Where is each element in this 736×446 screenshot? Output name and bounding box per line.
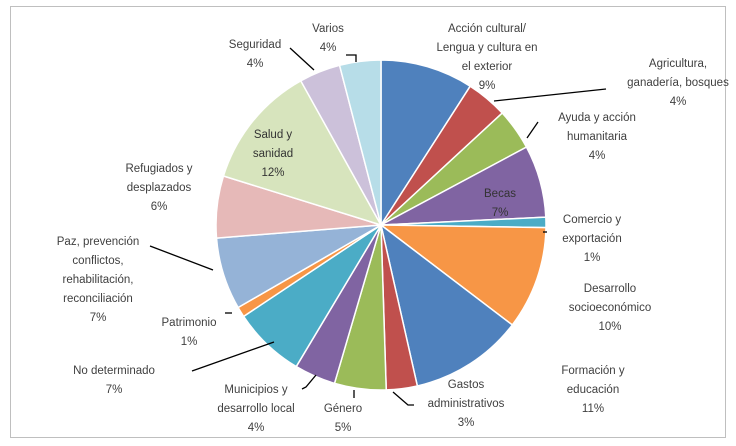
- slice-label-line: Formación y: [561, 365, 625, 377]
- slice-label-gastos-administrativos: Gastos administrativos 3%: [428, 379, 505, 429]
- slice-label-line: Comercio y: [563, 214, 621, 226]
- slice-label-line: desplazados: [127, 182, 192, 194]
- slice-label-line: conflictos,: [72, 255, 123, 267]
- slice-percent: 4%: [589, 150, 606, 162]
- slice-label-municipios-y-desarrollo-local: Municipios y desarrollo local 4%: [217, 384, 294, 434]
- slice-label-line: Varios: [312, 23, 344, 35]
- slice-percent: 4%: [670, 96, 687, 108]
- slice-label-no-determinado: No determinado 7%: [73, 365, 155, 396]
- slice-label-line: el exterior: [462, 61, 513, 73]
- pie-slice-varios: [338, 59, 382, 226]
- slice-percent: 6%: [151, 201, 168, 213]
- slice-percent: 7%: [492, 207, 509, 219]
- slice-label-formacion-y-educacion: Formación y educación 11%: [561, 365, 625, 415]
- slice-percent: 7%: [90, 312, 107, 324]
- slice-label-line: desarrollo local: [217, 403, 294, 415]
- leader-line-ayuda-y-accion-humanitaria: [526, 121, 539, 139]
- pie-slice-salud-y-sanidad: [222, 79, 383, 227]
- slice-label-line: humanitaria: [567, 131, 628, 143]
- slice-label-line: Gastos: [448, 379, 485, 391]
- slice-label-line: Salud y: [254, 129, 293, 141]
- slice-label-line: Desarrollo: [584, 283, 636, 295]
- slice-label-line: Seguridad: [229, 39, 281, 51]
- slice-percent: 9%: [479, 80, 496, 92]
- slice-percent: 11%: [582, 403, 604, 415]
- slice-percent: 10%: [598, 321, 621, 333]
- slice-label-line: Becas: [484, 188, 516, 200]
- slice-percent: 12%: [261, 167, 284, 179]
- leader-line-no-determinado: [191, 341, 275, 372]
- slice-label-desarrollo-socioeconomico: Desarrollo socioeconómico 10%: [569, 283, 651, 333]
- slice-label-line: Lengua y cultura en: [436, 42, 537, 54]
- pie-slice-formacion-y-educacion: [379, 223, 514, 387]
- slice-label-seguridad: Seguridad 4%: [229, 39, 281, 70]
- slice-label-line: Agricultura,: [649, 58, 707, 70]
- slice-label-line: Ayuda y acción: [558, 112, 636, 124]
- slice-percent: 5%: [335, 422, 352, 434]
- slice-label-line: administrativos: [428, 398, 505, 410]
- pie-slice-desarrollo-socioeconomico: [378, 224, 547, 326]
- slice-label-line: rehabilitación,: [63, 274, 134, 286]
- leader-line-municipios-y-desarrollo-local: [301, 374, 317, 390]
- slice-percent: 4%: [248, 422, 265, 434]
- leader-line-seguridad: [289, 47, 315, 71]
- slice-label-genero: Género 5%: [324, 403, 362, 434]
- slice-label-line: Refugiados y: [125, 163, 192, 175]
- slice-label-ayuda-y-accion-humanitaria: Ayuda y acción humanitaria 4%: [558, 112, 636, 162]
- slice-label-line: Acción cultural/: [448, 23, 527, 35]
- leader-line-varios: [346, 54, 357, 62]
- slice-percent: 7%: [106, 384, 123, 396]
- slice-label-line: Género: [324, 403, 362, 415]
- leader-line-agricultura-ganaderia-bosques: [493, 88, 607, 102]
- leader-line-gastos-administrativos: [392, 391, 414, 406]
- slice-label-line: No determinado: [73, 365, 155, 377]
- slice-label-becas: Becas 7%: [484, 188, 516, 219]
- slice-label-line: exportación: [562, 233, 621, 245]
- slice-percent: 3%: [458, 417, 475, 429]
- slice-label-line: ganadería, bosques: [627, 77, 729, 89]
- slice-label-line: Paz, prevención: [57, 236, 139, 248]
- slice-label-varios: Varios 4%: [312, 23, 344, 54]
- slice-label-line: Patrimonio: [162, 317, 217, 329]
- slice-label-accion-cultural-lengua-y-cultura-en-el-exterior: Acción cultural/Lengua y cultura en el ex…: [436, 23, 537, 92]
- leader-line-paz-prevencion-conflictos-rehabilitacion-reconciliacion: [149, 245, 214, 271]
- slice-percent: 1%: [181, 336, 198, 348]
- slice-label-paz-prevencion-conflictos-rehabilitacion-reconciliacion: Paz, prevención conflictos, rehabilitación…: [57, 236, 139, 324]
- slice-label-patrimonio: Patrimonio 1%: [162, 317, 217, 348]
- slice-label-salud-y-sanidad: Salud y sanidad 12%: [253, 129, 293, 179]
- slice-label-line: Municipios y: [224, 384, 288, 396]
- slice-percent: 1%: [584, 252, 601, 264]
- slice-label-refugiados-y-desplazados: Refugiados y desplazados 6%: [125, 163, 192, 213]
- slice-percent: 4%: [247, 58, 264, 70]
- slice-label-line: socioeconómico: [569, 302, 651, 314]
- slice-percent: 4%: [320, 42, 337, 54]
- slice-label-line: reconciliación: [63, 293, 133, 305]
- pie-slice-accion-cultural-lengua-y-cultura-en-el-exterior: [380, 59, 472, 228]
- slice-label-agricultura-ganaderia-bosques: Agricultura, ganadería, bosques 4%: [627, 58, 729, 108]
- slice-label-line: educación: [567, 384, 619, 396]
- slice-label-line: sanidad: [253, 148, 293, 160]
- slice-label-comercio-y-exportacion: Comercio y exportación 1%: [562, 214, 621, 264]
